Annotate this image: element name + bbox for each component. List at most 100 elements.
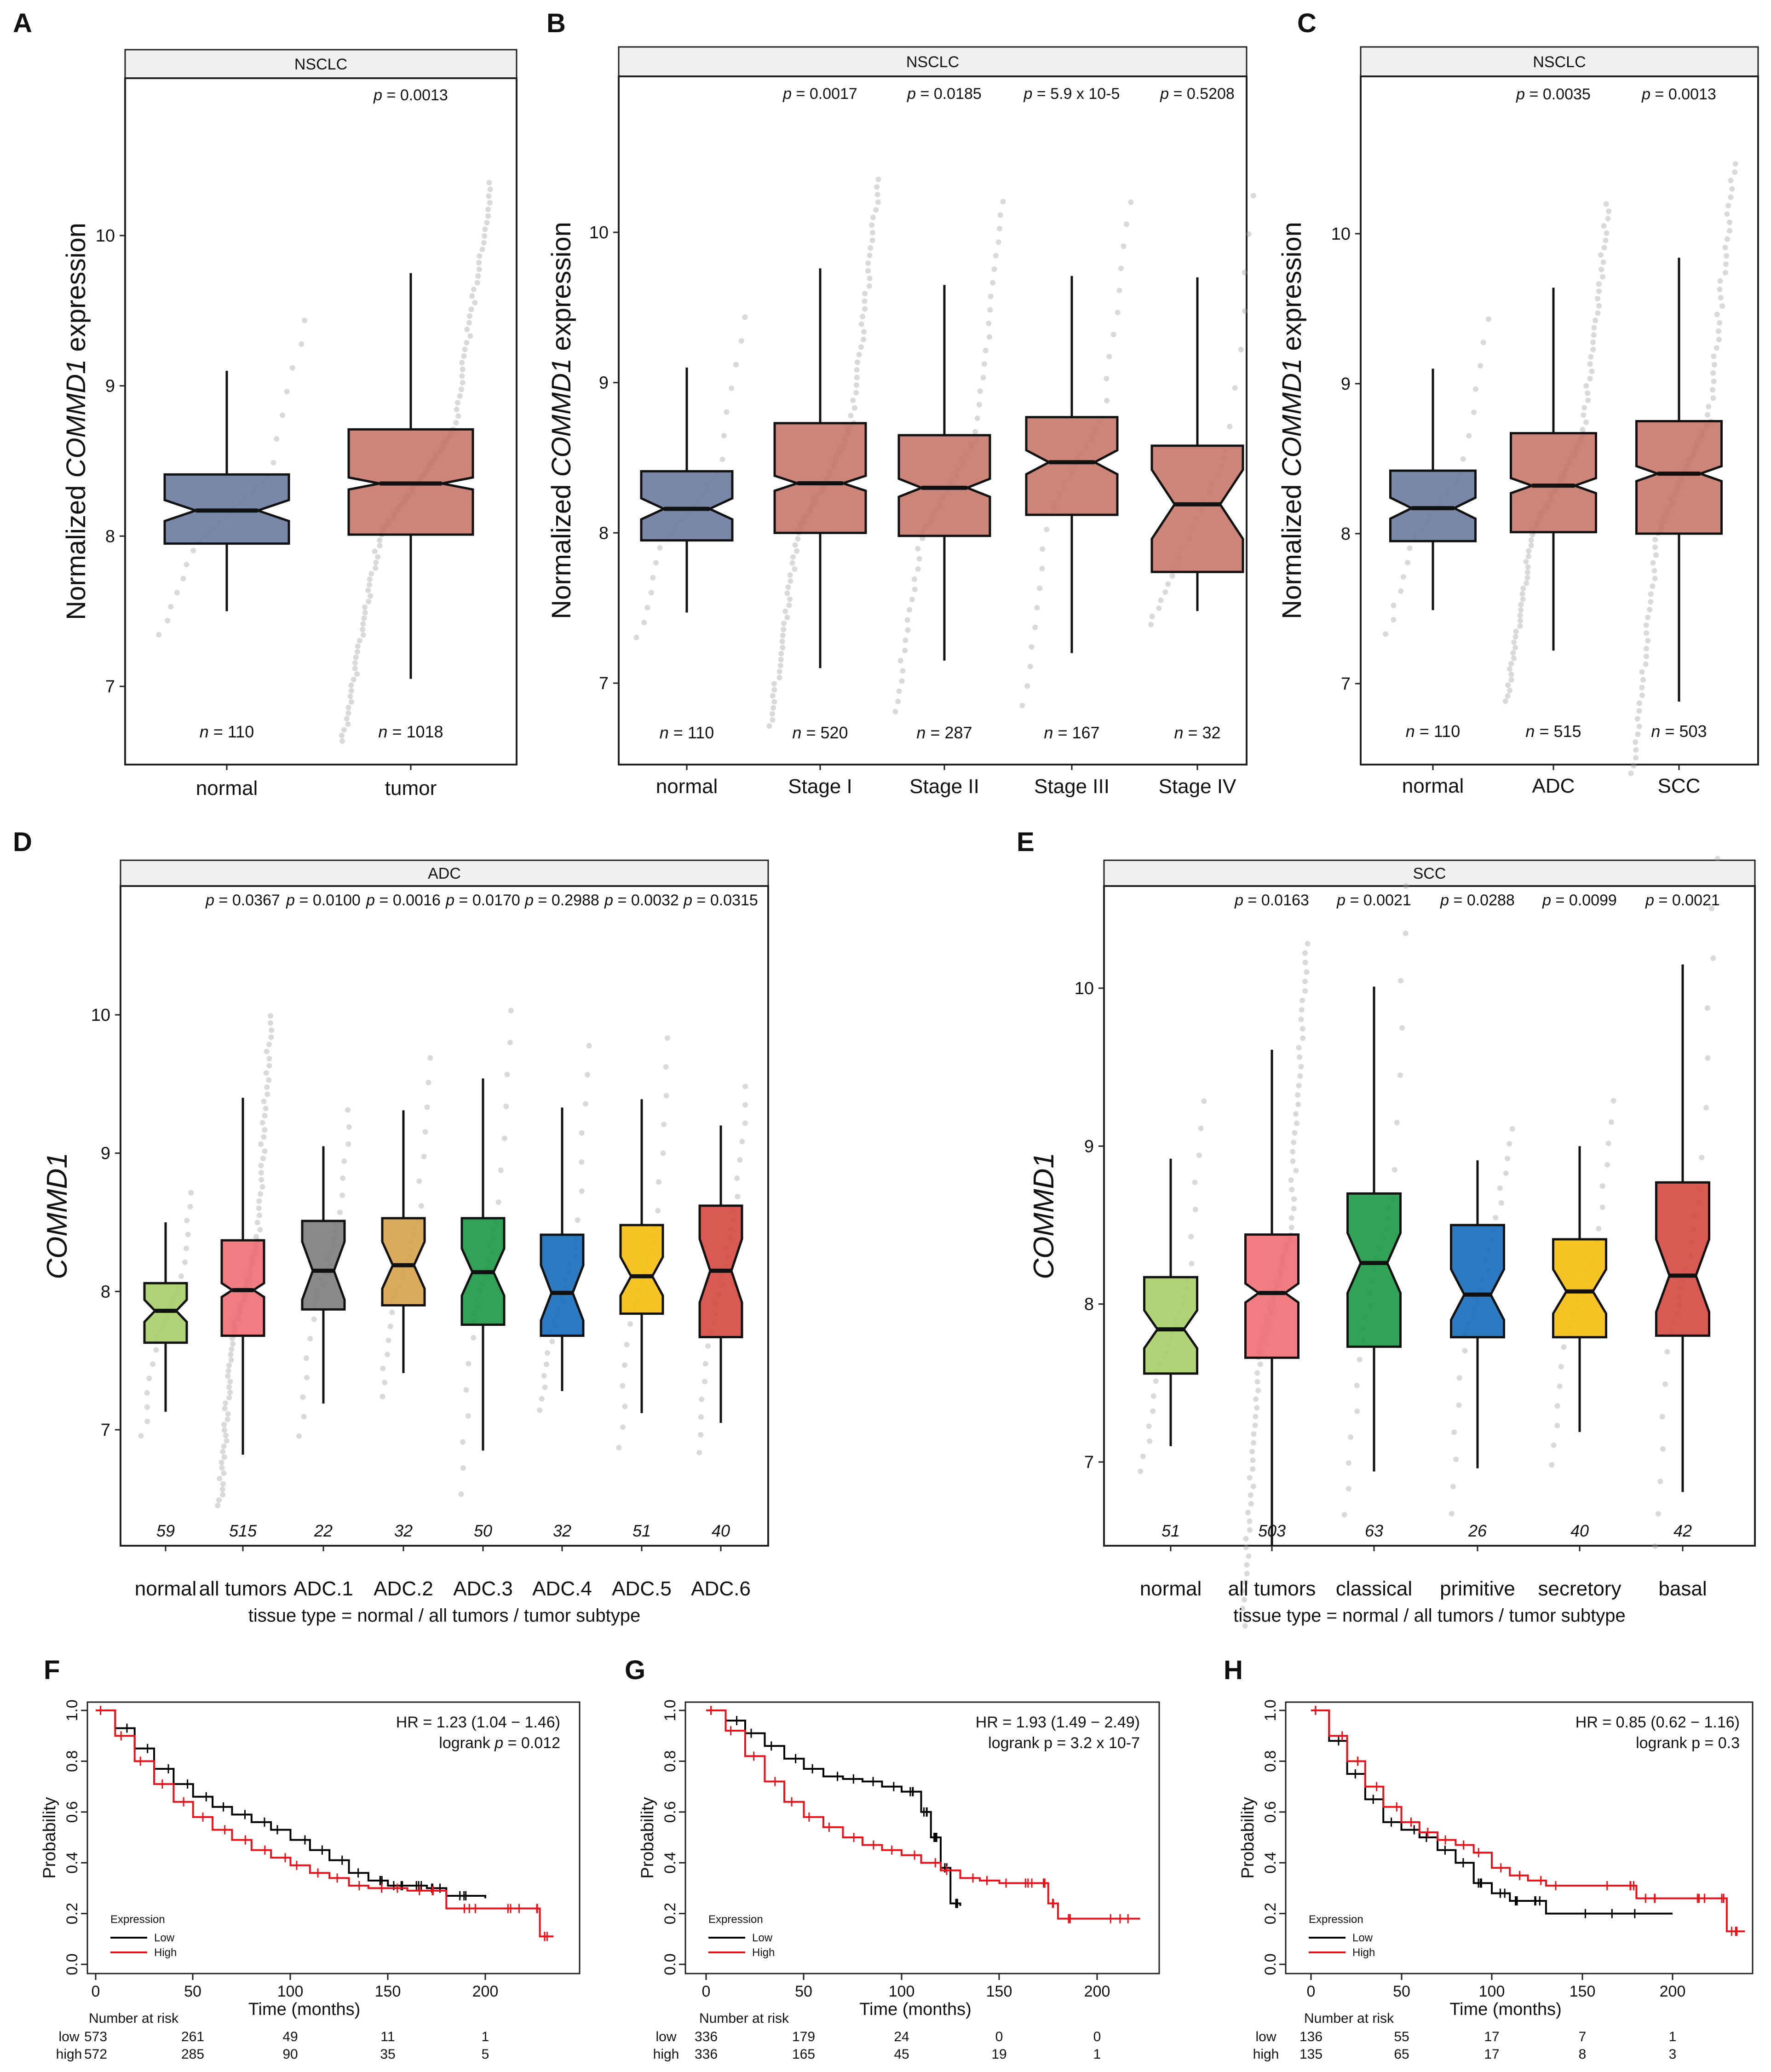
data-point xyxy=(216,1497,222,1503)
data-point xyxy=(1192,1180,1198,1186)
data-point xyxy=(537,1407,543,1413)
n-label: 22 xyxy=(314,1521,333,1540)
data-point xyxy=(1605,1140,1611,1146)
panel-c: C NSCLC 7 8 9 10 Normalized COMMD1 expression n… xyxy=(1277,8,1759,797)
data-point xyxy=(144,1404,150,1410)
plot-frame xyxy=(86,1701,581,1974)
data-point xyxy=(860,314,866,319)
box-body xyxy=(1346,1192,1402,1348)
data-point xyxy=(221,1422,227,1427)
data-point xyxy=(348,688,354,694)
data-point xyxy=(1710,370,1716,376)
data-point xyxy=(1596,303,1602,309)
p-equals: = xyxy=(916,85,934,103)
p-symbol: p xyxy=(373,86,382,104)
data-point xyxy=(1040,546,1046,552)
data-point xyxy=(1509,1126,1515,1132)
data-point xyxy=(1405,559,1410,565)
data-point xyxy=(389,1309,395,1315)
risk-value-high: 65 xyxy=(1394,2047,1409,2062)
data-point xyxy=(1252,1422,1258,1428)
data-point xyxy=(1196,1152,1202,1158)
p-value-label: p = 0.0032 xyxy=(604,892,679,909)
data-point xyxy=(1493,1214,1499,1220)
p-equals: = xyxy=(1700,1734,1718,1752)
data-point xyxy=(794,548,799,554)
data-point xyxy=(777,662,783,668)
n-value: 167 xyxy=(1072,723,1099,742)
data-point xyxy=(770,705,776,711)
data-point xyxy=(1525,564,1531,570)
y-tick-label: 0.2 xyxy=(63,1903,81,1924)
box-adc-5 xyxy=(619,1099,664,1413)
data-point xyxy=(262,1127,268,1133)
data-point xyxy=(1639,669,1645,675)
data-point xyxy=(867,253,873,259)
n-symbol: n xyxy=(792,723,801,742)
data-point xyxy=(1660,1446,1666,1452)
data-point xyxy=(495,1199,501,1205)
p-value-label: p = 0.0021 xyxy=(1336,892,1411,909)
data-point xyxy=(1249,1449,1255,1455)
data-point xyxy=(911,576,917,582)
x-axis-title: tissue type = normal / all tumors / tumo… xyxy=(1233,1606,1626,1626)
risk-value-high: 90 xyxy=(282,2047,298,2062)
y-tick-label: 9 xyxy=(101,1144,110,1163)
data-point xyxy=(1528,537,1534,543)
data-point xyxy=(416,1178,422,1184)
data-point xyxy=(477,253,483,259)
data-point xyxy=(1453,1456,1459,1462)
risk-value-high: 3 xyxy=(1669,2047,1677,2062)
data-point xyxy=(365,587,371,593)
data-point xyxy=(229,1346,235,1352)
data-point xyxy=(1116,288,1122,294)
data-point xyxy=(453,420,459,426)
survival-curve xyxy=(96,1709,554,1938)
data-point xyxy=(735,1194,741,1199)
data-point xyxy=(345,721,351,727)
n-equals: = xyxy=(1415,722,1434,741)
n-label: n = 287 xyxy=(916,723,972,742)
p-value-label: p = 0.0315 xyxy=(683,892,758,909)
data-point xyxy=(1717,287,1723,292)
data-point xyxy=(1711,379,1717,385)
data-point xyxy=(776,675,782,681)
data-point xyxy=(1508,661,1514,667)
y-tick-label: 0.6 xyxy=(661,1801,679,1823)
data-point xyxy=(1243,1536,1249,1542)
n-value: 110 xyxy=(1434,722,1460,741)
x-tick-label: 100 xyxy=(1479,1983,1505,2000)
data-point xyxy=(1643,661,1649,667)
y-axis-title: Normalized COMMD1 expression xyxy=(61,223,91,620)
data-point xyxy=(424,1104,430,1110)
data-point xyxy=(259,1177,264,1183)
x-tick-label: 150 xyxy=(375,1983,401,2000)
data-point xyxy=(487,200,493,206)
y-axis-title: Probability xyxy=(638,1797,657,1878)
facet-strip-label: NSCLC xyxy=(1533,53,1586,71)
data-point xyxy=(311,1316,317,1322)
data-point xyxy=(223,1433,229,1439)
data-point xyxy=(1598,252,1604,258)
logrank-label: logrank xyxy=(988,1734,1044,1752)
data-point xyxy=(1140,1453,1146,1459)
data-point xyxy=(1652,576,1658,581)
data-point xyxy=(300,1394,306,1400)
data-point xyxy=(284,389,290,395)
logrank-value: 3.2 x 10-7 xyxy=(1070,1734,1140,1752)
data-point xyxy=(1297,1073,1303,1079)
data-point xyxy=(1354,1382,1360,1388)
data-point xyxy=(264,1091,270,1097)
data-point xyxy=(221,1470,227,1476)
data-point xyxy=(624,1341,630,1347)
n-symbol: n xyxy=(1044,723,1053,742)
data-point xyxy=(1000,199,1006,205)
data-point xyxy=(1150,1393,1156,1399)
data-point xyxy=(1728,194,1734,200)
data-point xyxy=(498,1167,504,1173)
data-point xyxy=(1508,677,1514,683)
data-point xyxy=(1383,631,1389,637)
data-point xyxy=(1240,1588,1246,1594)
data-point xyxy=(259,1170,264,1175)
data-point xyxy=(974,415,980,421)
